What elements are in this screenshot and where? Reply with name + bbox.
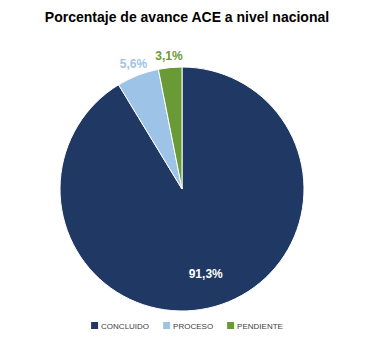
legend-swatch	[163, 322, 170, 329]
data-labels: 91,3% 5,6% 3,1%	[120, 49, 223, 281]
data-label: 5,6%	[120, 57, 148, 71]
chart: Porcentaje de avance ACE a nivel naciona…	[0, 0, 374, 356]
pie	[60, 67, 304, 311]
legend-swatch	[227, 322, 234, 329]
legend-label: CONCLUIDO	[101, 322, 149, 331]
legend-item: PROCESO	[163, 322, 213, 331]
legend-item: PENDIENTE	[227, 322, 283, 331]
legend: CONCLUIDO PROCESO PENDIENTE	[91, 322, 283, 331]
legend-label: PROCESO	[173, 322, 213, 331]
legend-item: CONCLUIDO	[91, 322, 149, 331]
legend-label: PENDIENTE	[237, 322, 283, 331]
data-label: 91,3%	[189, 267, 223, 281]
data-label: 3,1%	[155, 49, 183, 63]
legend-swatch	[91, 322, 98, 329]
slice	[158, 67, 182, 189]
slice	[60, 67, 304, 311]
title: Porcentaje de avance ACE a nivel naciona…	[45, 9, 329, 25]
